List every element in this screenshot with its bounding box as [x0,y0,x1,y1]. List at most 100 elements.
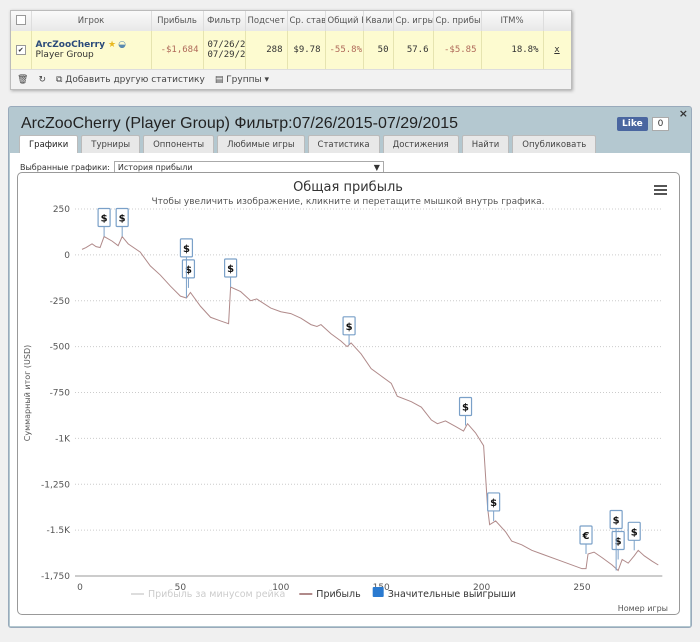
y-tick-label: -1.5K [47,526,72,536]
y-tick-label: 250 [53,205,70,215]
win-marker [627,521,641,541]
like-count: 0 [651,117,670,131]
win-marker-symbol: $ [183,244,190,255]
y-tick-label: 0 [64,251,70,261]
col-avg-stake[interactable]: Ср. ставк [287,11,326,31]
x-tick-label: 100 [272,583,289,593]
like-button[interactable]: Like [617,117,648,131]
itm-value: 18.8% [481,31,544,69]
player-link[interactable]: ArcZooCherry [35,40,106,50]
roi-value: -55.8% [325,31,364,69]
col-itm[interactable]: ITM% [481,11,544,31]
col-count[interactable]: Подсчет [245,11,288,31]
col-avg-games[interactable]: Ср. игры [393,11,434,31]
add-stat-button[interactable]: ⧉ Добавить другую статистику [55,74,205,85]
facebook-like[interactable]: Like 0 [617,117,670,131]
profit-value: -$1,684 [151,31,204,69]
col-avg-profit[interactable]: Ср. прибы [433,11,482,31]
legend-profit: Прибыль [316,589,361,600]
tab-statistics[interactable]: Статистика [307,135,380,153]
col-filter[interactable]: Фильтр [203,11,246,31]
close-icon[interactable]: × [678,107,688,120]
win-marker [115,207,129,228]
win-marker-symbol: $ [613,515,620,526]
fishbowl-icon: ◒ [118,40,126,50]
col-roi[interactable]: Общий R [325,11,364,31]
tab-favorite-games[interactable]: Любимые игры [217,135,305,153]
y-tick-label: -750 [50,389,71,399]
profit-chart[interactable]: Общая прибыль Чтобы увеличить изображение… [18,173,679,614]
filter-to: 07/29/2 [207,50,245,60]
row-checkbox[interactable]: ✔ [11,31,32,69]
win-marker-symbol: € [582,531,590,542]
player-dialog: ArcZooCherry (Player Group) Фильтр:07/26… [8,106,692,628]
win-marker [179,238,194,258]
y-tick-label: -1,250 [41,480,70,490]
qual-value: 50 [363,31,394,69]
tab-tournaments[interactable]: Турниры [81,135,141,153]
y-tick-label: -500 [50,343,71,353]
add-stat-label: Добавить другую статистику [65,74,205,85]
tab-charts[interactable]: Графики [19,135,79,153]
menu-icon[interactable] [654,185,667,195]
win-marker [181,259,196,279]
refresh-icon[interactable]: ↻ [38,74,46,85]
y-tick-label: -1,750 [41,572,70,582]
chart-subtitle: Чтобы увеличить изображение, кликните и … [151,197,544,207]
win-marker-symbol: $ [490,498,497,509]
filter-from: 07/26/2 [207,40,245,50]
remove-row-button[interactable]: x [543,31,571,69]
tab-publish[interactable]: Опубликовать [512,135,597,153]
win-marker [224,258,238,278]
profit-line [81,235,659,572]
win-marker [609,509,623,530]
star-icon: ★ [108,40,117,50]
col-profit[interactable]: Прибыль [151,11,204,31]
dropdown-arrow-icon: ▼ [373,163,380,172]
col-player[interactable]: Игрок [31,11,152,31]
y-tick-label: -250 [50,297,71,307]
win-marker-symbol: $ [101,214,108,225]
tab-find[interactable]: Найти [461,135,510,153]
win-marker-symbol: $ [227,264,234,275]
col-qual[interactable]: Квали [363,11,394,31]
dialog-title: ArcZooCherry (Player Group) Фильтр:07/26… [21,115,459,132]
tab-opponents[interactable]: Оппоненты [143,135,215,153]
count-value: 288 [245,31,288,69]
col-blank [543,11,571,31]
win-marker [579,525,593,545]
win-marker-symbol: $ [631,527,638,538]
legend-wins: Значительные выигрыши [388,589,516,600]
win-marker [487,492,501,512]
x-tick-label: 200 [473,583,490,593]
win-marker [611,530,625,551]
trash-icon[interactable]: 🗑 [17,74,29,85]
x-tick-label: 50 [175,583,187,593]
x-tick-label: 0 [77,583,83,593]
win-marker [342,316,356,336]
groups-button[interactable]: ▤ Группы ▾ [214,74,269,85]
y-tick-label: -1K [55,434,71,444]
win-marker-symbol: $ [615,536,622,547]
chart-frame[interactable]: Общая прибыль Чтобы увеличить изображение… [17,172,680,615]
select-all-checkbox[interactable] [11,11,32,31]
chart-select-value: История прибыли [117,163,193,172]
chart-select-label: Выбранные графики: [20,163,110,172]
legend-wins-swatch [372,587,384,597]
groups-label: Группы [226,74,262,85]
legend-net: Прибыль за минусом рейка [148,589,285,600]
win-marker [458,396,473,417]
table-row: ✔ ArcZooCherry ★ ◒ Player Group -$1,684 0… [11,31,571,69]
chart-title: Общая прибыль [293,180,403,195]
win-marker [97,207,111,228]
win-marker-symbol: $ [119,214,126,225]
x-tick-label: 250 [573,583,590,593]
tab-achievements[interactable]: Достижения [382,135,459,153]
win-marker-symbol: $ [185,265,192,276]
player-group: Player Group [35,50,94,60]
win-marker-symbol: $ [462,403,469,414]
stats-table: Игрок Прибыль Фильтр Подсчет Ср. ставк О… [10,10,572,90]
avg-games-value: 57.6 [393,31,434,69]
win-marker-symbol: $ [346,322,353,333]
y-axis-label: Суммарный итог (USD) [23,345,32,442]
